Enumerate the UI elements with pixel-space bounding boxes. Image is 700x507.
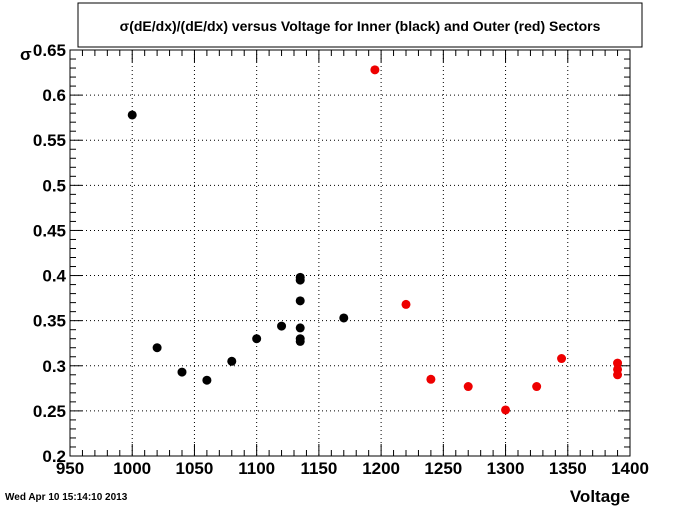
x-tick-label: 1200: [362, 459, 400, 478]
chart-title: σ(dE/dx)/(dE/dx) versus Voltage for Inne…: [120, 18, 601, 34]
y-axis-title: σ: [20, 45, 32, 64]
y-tick-label: 0.35: [33, 312, 66, 331]
plot-frame: [69, 49, 631, 457]
axis-ticks: [69, 49, 631, 457]
outer-sector-point: [426, 374, 436, 384]
inner-sector-point: [202, 375, 212, 385]
x-tick-label: 1000: [113, 459, 151, 478]
grid-lines: [70, 50, 630, 456]
inner-sector-point: [295, 323, 305, 333]
inner-sector-point: [252, 334, 262, 344]
outer-sector-point: [463, 382, 473, 392]
outer-sector-point: [557, 354, 567, 364]
y-tick-label: 0.4: [42, 267, 66, 286]
x-tick-labels: 950 1000 1050 1100 1150 1200 1250 1300 1350 1400: [56, 459, 649, 478]
y-tick-label: 0.2: [42, 447, 66, 466]
outer-sector-point: [501, 405, 511, 415]
title-box: [77, 2, 643, 48]
x-tick-label: 1400: [611, 459, 649, 478]
outer-sector-point: [613, 358, 623, 368]
inner-sector-point: [227, 356, 237, 366]
outer-sector-point: [613, 370, 623, 380]
inner-sector-point: [277, 321, 287, 331]
x-tick-label: 950: [56, 459, 84, 478]
x-tick-label: 1250: [424, 459, 462, 478]
inner-sector-point: [295, 336, 305, 346]
y-tick-label: 0.45: [33, 221, 66, 240]
outer-sector-point: [401, 299, 411, 309]
timestamp: Wed Apr 10 15:14:10 2013: [5, 492, 128, 503]
y-tick-label: 0.25: [33, 402, 66, 421]
inner-sector-point: [295, 275, 305, 285]
data-points: [127, 65, 623, 415]
inner-sector-point: [339, 313, 349, 323]
outer-sector-point: [370, 65, 380, 75]
y-tick-label: 0.65: [33, 41, 66, 60]
x-tick-label: 1150: [300, 459, 337, 478]
inner-sector-point: [295, 296, 305, 306]
inner-sector-point: [177, 367, 187, 377]
y-tick-label: 0.55: [33, 131, 66, 150]
inner-sector-point: [152, 343, 162, 353]
y-tick-label: 0.5: [42, 176, 66, 195]
y-tick-label: 0.3: [42, 357, 66, 376]
y-tick-labels: 0.2 0.25 0.3 0.35 0.4 0.45 0.5 0.55 0.6 0.65: [33, 41, 67, 466]
y-tick-label: 0.6: [42, 86, 66, 105]
inner-sector-point: [127, 110, 137, 120]
x-tick-label: 1350: [549, 459, 587, 478]
x-tick-label: 1100: [238, 459, 275, 478]
x-tick-label: 1300: [487, 459, 525, 478]
outer-sector-point: [532, 382, 542, 392]
x-tick-label: 1050: [176, 459, 214, 478]
x-axis-title: Voltage: [570, 487, 630, 506]
